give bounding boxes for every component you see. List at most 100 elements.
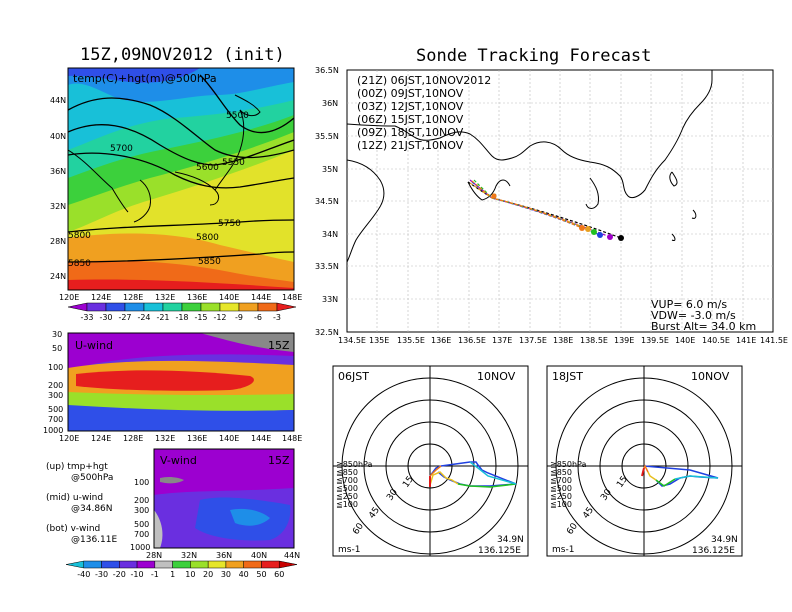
lon-tick: 132E: [155, 293, 175, 302]
colorbar-label: 20: [203, 570, 213, 579]
lon-tick: 138.5E: [580, 336, 608, 345]
legend-entry: (03Z) 12JST,10NOV: [357, 100, 464, 113]
legend-entry: (12Z) 21JST,10NOV: [357, 139, 464, 152]
param-vup: VUP= 6.0 m/s: [651, 298, 727, 311]
lat-tick: 35N: [322, 165, 338, 174]
vwind-section: V-wind 15Z 100 200 300 500 700 1000 28N …: [130, 448, 300, 560]
colorbar-label: 40: [239, 570, 249, 579]
lat-tick: 40N: [251, 551, 267, 560]
track-legend: (21Z) 06JST,10NOV2012 (00Z) 09JST,10NOV …: [357, 74, 491, 152]
lev-tick: 1000: [43, 426, 63, 435]
contour-label-5600: 5600: [196, 163, 219, 173]
contour-label-5800-mid: 5800: [196, 233, 219, 243]
colorbar-label: -33: [80, 313, 93, 322]
colorbar-box: [83, 560, 102, 569]
legend-entry: (21Z) 06JST,10NOV2012: [357, 74, 491, 87]
lon-tick: 139E: [614, 336, 634, 345]
level-label: ≧850hPa: [336, 460, 373, 469]
colorbar-box: [261, 560, 280, 569]
lat-tick: 36N: [216, 551, 232, 560]
lon-tick: 132E: [155, 434, 175, 443]
lev-tick: 300: [48, 391, 63, 400]
hodo-right-unit: ms-1: [552, 545, 574, 555]
colorbar-box: [278, 560, 298, 569]
lat-tick: 32.5N: [315, 328, 339, 337]
colorbar-label: -15: [194, 313, 207, 322]
hodo-left-date: 10NOV: [477, 370, 516, 383]
lon-tick: 128E: [123, 434, 143, 443]
lat-tick: 44N: [50, 96, 66, 105]
lev-tick: 100: [134, 478, 149, 487]
lev-tick: 200: [48, 381, 63, 390]
colorbar-label: 10: [185, 570, 195, 579]
sonde-tracks: [467, 179, 624, 241]
lat-tick: 34N: [322, 230, 338, 239]
lev-tick: 30: [52, 330, 62, 339]
level-label: ≦700: [550, 476, 572, 485]
lat-tick: 36N: [50, 167, 66, 176]
lon-tick: 128E: [123, 293, 143, 302]
lev-tick: 50: [52, 344, 62, 353]
lon-tick: 135.5E: [397, 336, 425, 345]
colorbar-label: -21: [156, 313, 169, 322]
vwind-lat-ticks: 28N 32N 36N 40N 44N: [146, 551, 300, 560]
burst-point: [491, 193, 497, 199]
track-line: [467, 181, 622, 239]
map500-lon-ticks: 120E 124E 128E 132E 136E 140E 144E 148E: [59, 293, 302, 302]
hodograph-left: 06JST 10NOV ms-1 34.9N 136.125E 15 30 45…: [332, 365, 529, 557]
vwind-lev-ticks: 100 200 300 500 700 1000: [130, 478, 150, 552]
lat-tick: 36N: [322, 99, 338, 108]
colorbar-box: [219, 302, 240, 312]
track-lat-ticks: 36.5N 36N 35.5N 35N 34.5N 34N 33.5N 33N …: [315, 66, 339, 337]
colorbar-box: [238, 302, 259, 312]
lat-tick: 24N: [50, 272, 66, 281]
colorbar-box: [119, 560, 138, 569]
param-burst: Burst Alt= 34.0 km: [651, 320, 756, 333]
track-lon-ticks: 134.5E 135E 135.5E 136E 136.5E 137E 137.…: [338, 336, 788, 345]
hodo-left-lon: 136.125E: [478, 546, 521, 556]
lev-tick: 700: [134, 530, 149, 539]
contour-label-5500: 5500: [226, 111, 249, 121]
colorbar-box: [200, 302, 221, 312]
colorbar-label: -18: [175, 313, 188, 322]
lat-tick: 32N: [50, 202, 66, 211]
lon-tick: 140.5E: [702, 336, 730, 345]
colorbar-label: -3: [273, 313, 281, 322]
left-title: 15Z,09NOV2012 (init): [80, 45, 285, 65]
colorbar-box: [190, 560, 209, 569]
colorbar-label: 1: [170, 570, 175, 579]
temp-colorbar: -33 -30 -27 -24 -21 -18 -15 -12 -9 -6 -3: [67, 302, 297, 322]
lon-tick: 124E: [91, 293, 111, 302]
lon-tick: 134.5E: [338, 336, 366, 345]
lon-tick: 136E: [431, 336, 451, 345]
lat-tick: 32N: [181, 551, 197, 560]
landing-point: [618, 235, 624, 241]
level-label: ≦850: [550, 468, 572, 477]
lon-tick: 140E: [219, 434, 239, 443]
colorbar-box: [143, 302, 164, 312]
vwind-time: 15Z: [268, 454, 290, 467]
landing-point: [597, 232, 603, 238]
colorbar-label: -9: [235, 313, 243, 322]
colorbar-label: -10: [131, 570, 144, 579]
level-label: ≧850hPa: [550, 460, 587, 469]
track-grid: [347, 70, 773, 332]
colorbar-label: -27: [118, 313, 131, 322]
colorbar-label: -24: [137, 313, 150, 322]
lev-tick: 200: [134, 496, 149, 505]
level-label: ≦500: [550, 484, 572, 493]
colorbar-box: [136, 560, 156, 569]
lev-tick: 300: [134, 506, 149, 515]
lon-tick: 136.5E: [458, 336, 486, 345]
colorbar-box: [276, 302, 297, 312]
right-title: Sonde Tracking Forecast: [416, 46, 651, 66]
lon-tick: 124E: [91, 434, 111, 443]
lat-tick: 33N: [322, 295, 338, 304]
uwind-lon-ticks: 120E 124E 128E 132E 136E 140E 144E 148E: [59, 434, 302, 443]
hodo-left-lat: 34.9N: [497, 535, 524, 545]
colorbar-box: [243, 560, 262, 569]
colorbar-box: [65, 560, 85, 569]
lat-tick: 28N: [50, 237, 66, 246]
colorbar-box: [207, 560, 227, 569]
level-label: ≦250: [550, 492, 572, 501]
